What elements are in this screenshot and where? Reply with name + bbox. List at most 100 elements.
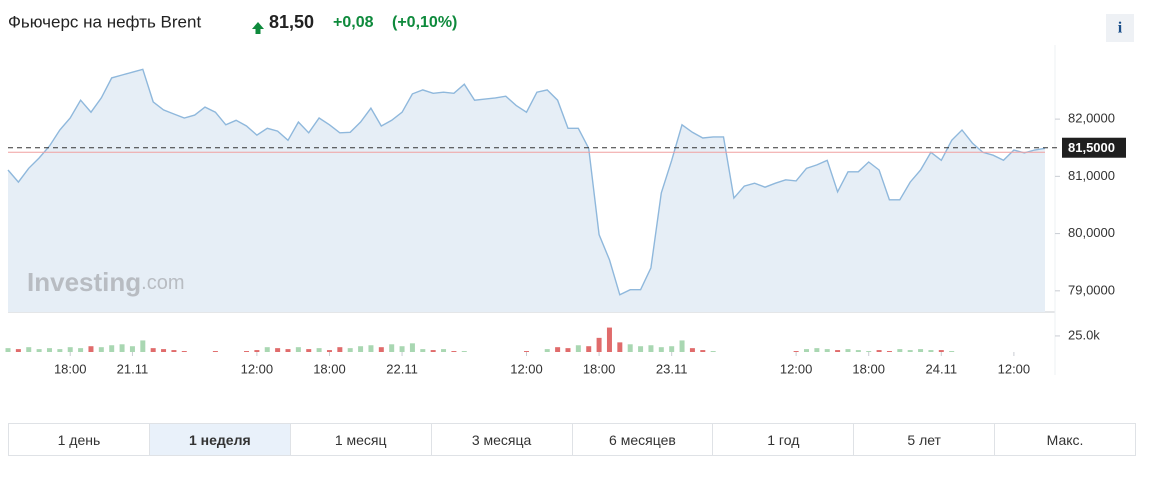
volume-bar [886,351,892,352]
volume-bar [98,347,104,352]
volume-bar [150,348,156,352]
volume-bar [347,348,353,352]
x-tick-label: 24.11 [926,361,958,376]
x-tick-label: 12:00 [998,361,1031,376]
x-tick-label: 12:00 [510,361,543,376]
volume-tick-label: 25.0k [1068,327,1100,342]
range-button[interactable]: 3 месяца [430,424,572,455]
range-button[interactable]: 6 месяцев [571,424,713,455]
volume-bar [368,345,374,352]
volume-bar [46,348,52,352]
volume-bar [866,351,872,352]
volume-bar [26,347,32,352]
volume-bar [244,351,250,352]
volume-bar [461,351,467,352]
volume-bar [586,346,592,352]
volume-bar [876,350,882,352]
volume-bar [575,345,581,352]
volume-bar [337,347,343,352]
volume-bar [171,350,177,352]
volume-bar [140,340,146,352]
up-arrow [252,22,264,34]
volume-bar [596,337,602,352]
volume-bar [803,349,809,352]
x-tick-label: 12:00 [780,361,813,376]
volume-bar [606,327,612,352]
volume-bar [793,351,799,352]
volume-bar [617,342,623,352]
range-button[interactable]: 1 год [712,424,853,455]
volume-bar [316,348,322,352]
volume-bar [5,348,11,352]
info-button[interactable] [1106,14,1134,42]
instrument-title: Фьючерс на нефть Brent [8,12,201,31]
change: +0,08 [333,14,374,31]
watermark: Investing.com [27,267,184,297]
volume-bar [689,348,695,352]
volume-bar [409,343,415,352]
x-tick-label: 22.11 [386,361,418,376]
price-line [7,68,1046,296]
volume-bar [389,344,395,352]
y-tick-label: 82,0000 [1068,111,1115,126]
y-tick-label: 79,0000 [1068,282,1115,297]
volume-bar [824,349,830,352]
volume-bar [949,351,955,352]
volume-bar [710,351,716,352]
volume-bar [845,349,851,352]
volume-bar [928,350,934,352]
volume-bar [254,350,260,352]
x-tick-label: 18:00 [54,361,87,376]
volume-bar [129,346,135,352]
range-selector: 1 день 1 неделя 1 месяц 3 месяца 6 месяцев 1 … [8,423,1136,456]
range-button[interactable]: Макс. [994,424,1135,455]
volume-bar [524,351,529,352]
x-tick-label: 12:00 [241,361,274,376]
volume-bar [918,349,924,352]
x-tick-label: 18:00 [852,361,885,376]
range-button[interactable]: 1 неделя [148,424,290,455]
x-tick-label: 21.11 [117,361,149,376]
volume-bar [855,350,861,352]
volume-bar [326,350,332,352]
area-fill [8,69,1045,312]
x-tick-label: 18:00 [583,361,616,376]
volume-bar [181,351,187,352]
volume-bar [814,348,820,352]
last-price-label: 81,5000 [1068,140,1115,155]
range-button[interactable]: 5 лет [853,424,994,455]
volume-bar [648,345,654,352]
volume-bar [565,348,571,352]
volume-bar [907,350,913,352]
volume-bar [430,350,436,352]
price: 81,50 [269,12,314,32]
volume-bar [15,349,21,352]
volume-bar [264,347,270,352]
y-tick-label: 81,0000 [1068,168,1115,183]
volume-bar [938,350,944,352]
volume-bar [78,348,84,352]
volume-bar [835,350,841,352]
volume-bar [378,347,384,352]
volume-bar [36,349,42,352]
volume-bar [109,345,115,352]
volume-bar [285,349,291,352]
volume-bar [358,346,364,352]
x-tick-label: 18:00 [313,361,346,376]
last-price-badge [1062,137,1126,158]
y-tick-label: 80,0000 [1068,225,1115,240]
info-icon: i [1118,20,1123,37]
range-button[interactable]: 1 день [57,431,101,448]
volume-bar [57,349,63,352]
volume-bar [669,346,675,352]
volume-bar [638,346,644,352]
x-tick-label: 23.11 [656,361,688,376]
change-pct: (+0,10%) [392,14,457,31]
range-button[interactable]: 1 месяц [289,424,431,455]
volume-bar [88,346,94,352]
volume-bar [627,344,633,352]
volume-bar [420,349,426,352]
volume-bar [555,347,561,352]
